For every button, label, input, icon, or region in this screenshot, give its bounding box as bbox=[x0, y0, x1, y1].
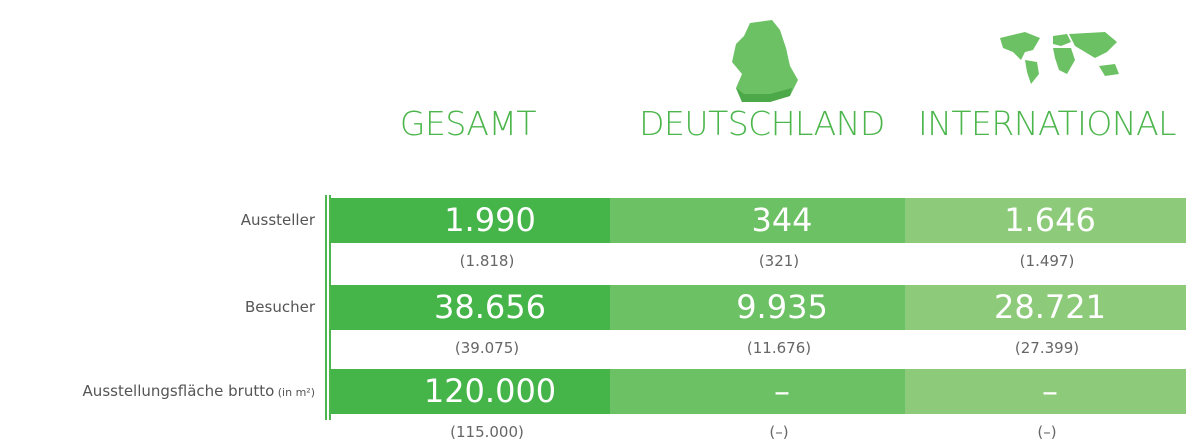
cell-bg bbox=[610, 198, 905, 243]
cell-value: 1.646 bbox=[1004, 201, 1096, 239]
previous-value: (1.818) bbox=[459, 252, 515, 270]
cell-value: 1.990 bbox=[444, 201, 536, 239]
divider bbox=[325, 195, 327, 420]
cell-bg bbox=[905, 285, 1186, 330]
cell-bg bbox=[905, 369, 1186, 414]
previous-value: (–) bbox=[769, 423, 789, 441]
germany-icon bbox=[732, 20, 798, 102]
cell-bg bbox=[331, 198, 610, 243]
cell-value: – bbox=[1042, 372, 1058, 410]
cell-bg bbox=[610, 285, 905, 330]
cell-bg bbox=[331, 369, 610, 414]
previous-value: (1.497) bbox=[1019, 252, 1075, 270]
row-label: Aussteller bbox=[241, 198, 315, 243]
row-label-text: Aussteller bbox=[240, 211, 315, 229]
cell-value: 28.721 bbox=[994, 288, 1106, 326]
previous-value: (39.075) bbox=[454, 339, 520, 357]
previous-value: (27.399) bbox=[1014, 339, 1080, 357]
cell-value: 120.000 bbox=[423, 372, 557, 410]
cell-value: – bbox=[774, 372, 790, 410]
world-icon bbox=[1000, 32, 1119, 84]
divider bbox=[329, 195, 331, 420]
previous-value: (–) bbox=[1037, 423, 1057, 441]
row-label: Ausstellungsfläche brutto (in m²) bbox=[83, 369, 315, 415]
row-unit: (in m²) bbox=[274, 386, 315, 399]
column-header: DEUTSCHLAND bbox=[639, 104, 885, 143]
previous-value: (11.676) bbox=[746, 339, 812, 357]
cell-bg bbox=[610, 369, 905, 414]
cell-value: 344 bbox=[751, 201, 813, 239]
row-label-text: Ausstellungsfläche brutto bbox=[82, 382, 275, 400]
column-header: INTERNATIONAL bbox=[917, 104, 1177, 143]
previous-value: (321) bbox=[758, 252, 800, 270]
row-label-text: Besucher bbox=[245, 298, 315, 316]
previous-value: (115.000) bbox=[450, 423, 524, 441]
row-label: Besucher bbox=[245, 285, 315, 330]
cell-value: 9.935 bbox=[736, 288, 828, 326]
cell-bg bbox=[331, 285, 610, 330]
cell-value: 38.656 bbox=[434, 288, 546, 326]
column-header: GESAMT bbox=[399, 104, 537, 143]
cell-bg bbox=[905, 198, 1186, 243]
